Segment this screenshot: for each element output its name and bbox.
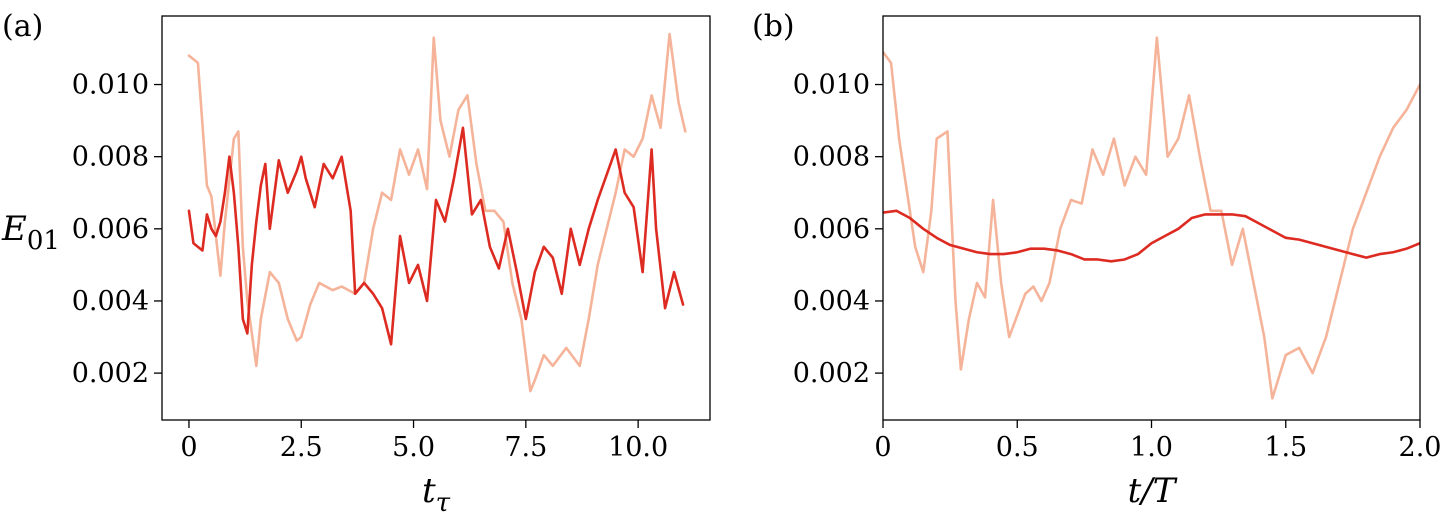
y-axis-label: E01 xyxy=(1,209,60,256)
plot-frame xyxy=(161,15,711,421)
y-tick-label: 0.004 xyxy=(793,286,870,317)
x-axis-label: tτ xyxy=(422,471,451,518)
y-tick-label: 0.010 xyxy=(72,70,149,101)
series-line-dark xyxy=(187,126,685,346)
panel-b: 0 0.5 1.0 1.5 2.0 0.002 0.004 0.006 0.008 0.010 (b… xyxy=(752,9,1441,511)
y-axis-label-subscript: 01 xyxy=(27,226,60,256)
x-tick-label: 7.5 xyxy=(504,432,547,463)
series-line-light xyxy=(883,36,1420,400)
y-tick-label: 0.008 xyxy=(72,142,149,173)
y-tick-label: 0.002 xyxy=(72,358,149,389)
y-tick-label: 0.008 xyxy=(793,142,870,173)
x-tick-label: 2.5 xyxy=(280,432,323,463)
x-tick-label: 2.0 xyxy=(1399,432,1442,463)
panel-label: (a) xyxy=(2,9,43,44)
panel-label: (b) xyxy=(752,9,795,44)
x-tick-label: 10.0 xyxy=(608,432,668,463)
x-tick-label: 1.5 xyxy=(1264,432,1307,463)
x-axis-label-main: t xyxy=(422,471,436,511)
y-tick-label: 0.002 xyxy=(793,358,870,389)
y-tick-label: 0.004 xyxy=(72,286,149,317)
y-tick-label: 0.006 xyxy=(72,214,149,245)
x-tick-label: 0 xyxy=(180,432,197,463)
y-axis-label-main: E xyxy=(1,209,27,249)
x-tick-label: 5.0 xyxy=(392,432,435,463)
x-axis-label-subscript: τ xyxy=(436,488,451,518)
y-tick-label: 0.010 xyxy=(793,70,870,101)
x-tick-label: 0.5 xyxy=(996,432,1039,463)
x-tick-label: 0 xyxy=(874,432,891,463)
y-tick-label: 0.006 xyxy=(793,214,870,245)
series-line-dark xyxy=(883,209,1420,263)
series-line-light xyxy=(187,32,687,393)
panel-a: 0 2.5 5.0 7.5 10.0 0.002 0.004 0.006 0.008 0.010 (… xyxy=(1,9,711,518)
x-tick-label: 1.0 xyxy=(1130,432,1173,463)
x-axis-label: t/T xyxy=(1128,471,1178,511)
x-axis-label-main: t/T xyxy=(1128,471,1178,511)
